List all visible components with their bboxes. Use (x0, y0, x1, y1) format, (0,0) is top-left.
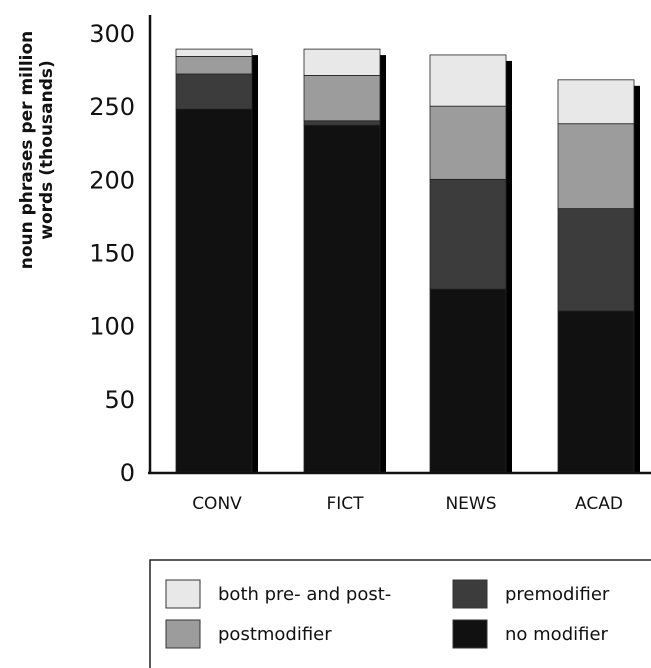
y-tick-label: 150 (89, 240, 135, 268)
bar-segment-news-1 (429, 178, 507, 290)
legend-swatch (165, 579, 201, 609)
bar-segment-news-0 (429, 288, 507, 473)
legend-label: no modifier (505, 624, 609, 645)
bar-segment-conv-0 (175, 108, 253, 473)
legend-label: both pre- and post- (218, 584, 391, 605)
bar-segment-acad-3 (557, 79, 635, 125)
bar-segment-acad-0 (557, 310, 635, 473)
y-tick-label: 100 (89, 313, 135, 341)
bars (175, 48, 640, 473)
y-axis-title: noun phrases per million words (thousands… (17, 31, 57, 270)
legend-label: premodifier (505, 584, 610, 605)
bar-segment-acad-1 (557, 208, 635, 312)
y-axis-label-line2: words (thousands) (37, 60, 57, 240)
x-axis-labels: CONV FICT NEWS ACAD (192, 494, 623, 514)
legend-swatch (452, 579, 488, 609)
bar-segment-news-3 (429, 54, 507, 107)
bar-segment-fict-1 (303, 120, 381, 126)
x-tick-label: NEWS (445, 494, 496, 514)
bar-segment-conv-2 (175, 56, 253, 75)
bar-segment-acad-2 (557, 123, 635, 210)
legend-box (149, 559, 651, 668)
y-tick-label: 250 (89, 93, 135, 121)
bar-segment-fict-0 (303, 124, 381, 473)
y-axis-label-line1: noun phrases per million (17, 31, 37, 270)
bar-segment-conv-3 (175, 48, 253, 57)
y-axis-ticks: 0 50 100 150 200 250 300 (89, 20, 135, 487)
bar-segment-news-2 (429, 105, 507, 180)
legend-swatch (452, 619, 488, 649)
x-tick-label: FICT (326, 494, 364, 514)
legend-swatch (165, 619, 201, 649)
y-tick-label: 200 (89, 166, 135, 194)
y-tick-label: 0 (120, 459, 135, 487)
x-tick-label: CONV (192, 494, 242, 514)
bar-segment-fict-2 (303, 75, 381, 122)
y-tick-label: 50 (104, 386, 135, 414)
axes (148, 15, 651, 475)
y-tick-label: 300 (89, 20, 135, 48)
x-tick-label: ACAD (575, 494, 623, 514)
bar-segment-fict-3 (303, 48, 381, 76)
legend-label: postmodifier (218, 624, 332, 645)
legend: both pre- and post-premodifier postmodifi… (149, 559, 651, 668)
bar-segment-conv-1 (175, 73, 253, 110)
